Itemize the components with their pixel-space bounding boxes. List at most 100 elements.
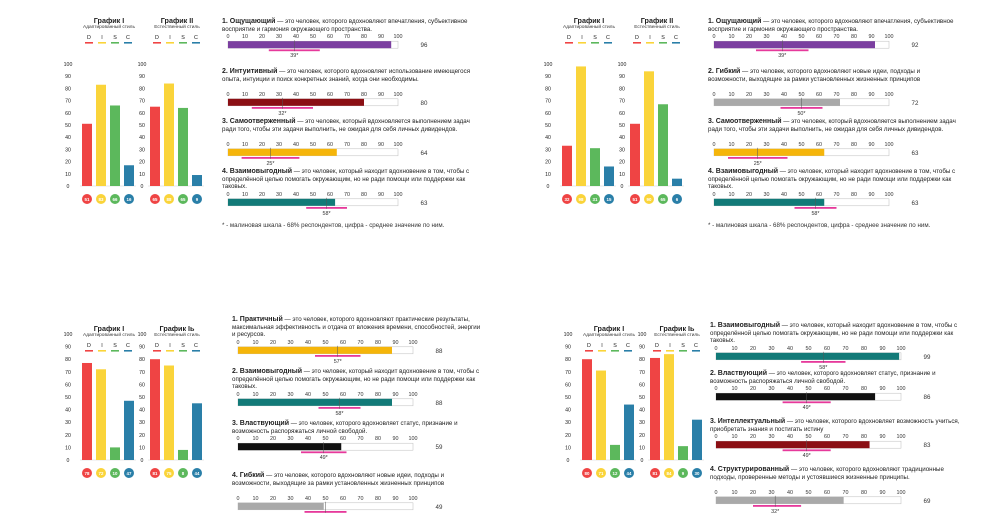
y-tick-label: 40 xyxy=(545,135,551,141)
y-tick-label: 30 xyxy=(139,147,145,153)
bar-b-C xyxy=(192,403,202,460)
scale-tick: 70 xyxy=(843,346,849,352)
avg-label: 49* xyxy=(803,405,812,411)
scale-tick: 100 xyxy=(394,192,403,198)
badge-label: 65 xyxy=(661,197,666,202)
disc-letter-S: S xyxy=(181,35,185,41)
scale-tick: 90 xyxy=(393,392,399,398)
y-tick-label: 90 xyxy=(65,74,71,80)
graph-a-subtitle: Адаптированный стиль xyxy=(83,333,135,338)
y-tick-label: 100 xyxy=(64,62,73,68)
graph-a-subtitle: Адаптированный стиль xyxy=(583,333,635,338)
scale-tick: 60 xyxy=(327,34,333,40)
scale-tick: 30 xyxy=(276,34,282,40)
disc-letter-C: C xyxy=(194,35,198,41)
avg-label: 39* xyxy=(778,53,787,59)
y-tick-label: 40 xyxy=(619,135,625,141)
scale-tick: 30 xyxy=(764,192,770,198)
y-tick-label: 10 xyxy=(565,445,571,451)
scale-tick: 20 xyxy=(750,346,756,352)
avg-label: 25* xyxy=(754,161,763,167)
scale-description-2: 2. Гибкий — это человек, которого вдохно… xyxy=(708,68,921,83)
scale-tick: 50 xyxy=(310,142,316,148)
scale-tick: 80 xyxy=(361,192,367,198)
badge-b-D xyxy=(150,194,160,204)
y-tick-label: 90 xyxy=(545,74,551,80)
y-tick-label: 40 xyxy=(65,135,71,141)
y-tick-label: 0 xyxy=(141,184,144,190)
bar-a-C xyxy=(124,165,134,186)
scale-tick: 10 xyxy=(242,34,248,40)
avg-label: 49* xyxy=(320,455,329,461)
scale-fill-4 xyxy=(238,502,324,510)
scale-tick: 100 xyxy=(409,496,418,502)
bar-a-S xyxy=(590,148,600,186)
scale-tick: 50 xyxy=(799,142,805,148)
scale-tick: 60 xyxy=(327,92,333,98)
scale-tick: 40 xyxy=(781,142,787,148)
scale-tick: 40 xyxy=(781,34,787,40)
scale-tick: 60 xyxy=(340,340,346,346)
scale-fill-3 xyxy=(714,148,825,156)
scale-tick: 0 xyxy=(237,496,240,502)
disc-underline-S xyxy=(179,350,187,352)
scale-tick: 0 xyxy=(237,392,240,398)
scale-tick: 100 xyxy=(394,34,403,40)
y-tick-label: 100 xyxy=(638,332,647,338)
scale-value: 69 xyxy=(924,498,931,505)
badge-a-I xyxy=(96,194,106,204)
scale-description-1: 1. Взаимовыгодный — это человек, который… xyxy=(710,322,958,345)
scale-tick: 80 xyxy=(861,386,867,392)
scale-tick: 40 xyxy=(787,434,793,440)
badge-label: 9 xyxy=(682,471,685,476)
bar-a-I xyxy=(96,84,106,186)
y-tick-label: 0 xyxy=(67,184,70,190)
bar-b-I xyxy=(664,354,674,460)
y-tick-label: 50 xyxy=(619,123,625,129)
scale-tick: 30 xyxy=(764,142,770,148)
scale-tick: 100 xyxy=(394,142,403,148)
y-tick-label: 90 xyxy=(619,74,625,80)
y-tick-label: 40 xyxy=(639,408,645,414)
scale-tick: 30 xyxy=(276,142,282,148)
badge-b-C xyxy=(692,468,702,478)
scale-tick: 10 xyxy=(253,436,259,442)
graph-a-title: График I xyxy=(573,16,605,25)
graph-b-subtitle: Естественный стиль xyxy=(654,333,700,338)
graph-a-title: График I xyxy=(593,324,625,333)
scale-tick: 30 xyxy=(276,92,282,98)
scale-value: 72 xyxy=(912,100,919,107)
y-tick-label: 0 xyxy=(67,458,70,464)
scale-tick: 40 xyxy=(293,192,299,198)
y-tick-label: 20 xyxy=(565,433,571,439)
scale-tick: 70 xyxy=(834,92,840,98)
disc-letter-I: I xyxy=(581,35,583,41)
disc-underline-C xyxy=(624,350,632,352)
scale-fill-1 xyxy=(714,41,875,49)
scale-tick: 0 xyxy=(715,346,718,352)
bar-b-S xyxy=(178,449,188,460)
scale-tick: 90 xyxy=(378,192,384,198)
y-tick-label: 60 xyxy=(639,382,645,388)
bar-b-C xyxy=(672,178,682,186)
scale-tick: 10 xyxy=(729,142,735,148)
badge-label: 65 xyxy=(181,197,186,202)
scale-tick: 0 xyxy=(713,142,716,148)
y-tick-label: 50 xyxy=(565,395,571,401)
y-tick-label: 60 xyxy=(565,382,571,388)
bar-a-D xyxy=(82,123,92,186)
chart-svg-1: D I S C D I S C10090807060504030201001009080706… xyxy=(64,34,428,217)
scale-description-2: 2. Взаимовыгодный — это человек, который… xyxy=(232,368,480,391)
y-tick-label: 0 xyxy=(621,184,624,190)
scale-tick: 90 xyxy=(869,192,875,198)
disc-underline-I xyxy=(578,42,586,44)
chart-svg-4: D I S C D I S C10090807060504030201001009080706… xyxy=(564,332,931,514)
scale-tick: 30 xyxy=(288,340,294,346)
y-tick-label: 50 xyxy=(545,123,551,129)
y-tick-label: 70 xyxy=(545,99,551,105)
scale-tick: 0 xyxy=(715,434,718,440)
scale-tick: 0 xyxy=(713,192,716,198)
disc-letter-S: S xyxy=(613,343,617,349)
scale-tick: 100 xyxy=(885,192,894,198)
scale-tick: 60 xyxy=(340,436,346,442)
